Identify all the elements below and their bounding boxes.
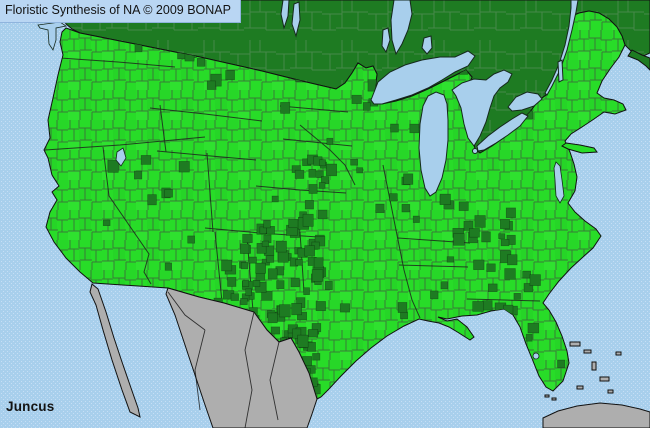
puget-sound [37,21,68,51]
lake-erie [476,112,529,152]
mexico-region [89,283,318,428]
lake-huron [451,69,513,147]
taxon-name-label: Juncus [6,399,54,414]
cuba [542,402,650,428]
great-salt-lake [115,147,127,167]
lake-ontario [507,91,543,112]
lake-champlain [557,59,564,83]
nova-scotia [627,49,650,71]
lake-manitoba [381,27,391,54]
mexico-state-borders [167,291,280,428]
st-lawrence-river [544,0,579,96]
long-island [561,142,598,154]
canadian-lakes [95,0,579,96]
lake-okeechobee [532,352,540,360]
map-title-bar: Floristic Synthesis of NA © 2009 BONAP [0,0,241,23]
great-lakes [370,50,543,197]
map-title-text: Floristic Synthesis of NA © 2009 BONAP [5,3,231,17]
baja-california [89,283,141,418]
lake-winnipeg [390,0,413,56]
chesapeake-bay [553,161,565,204]
lake-st-clair [472,148,478,154]
us-small-lakes [37,21,565,360]
lake-superior [370,50,476,105]
caribbean-islands [542,341,650,428]
lake-michigan [418,91,449,197]
taxon-name-text: Juncus [6,399,55,414]
